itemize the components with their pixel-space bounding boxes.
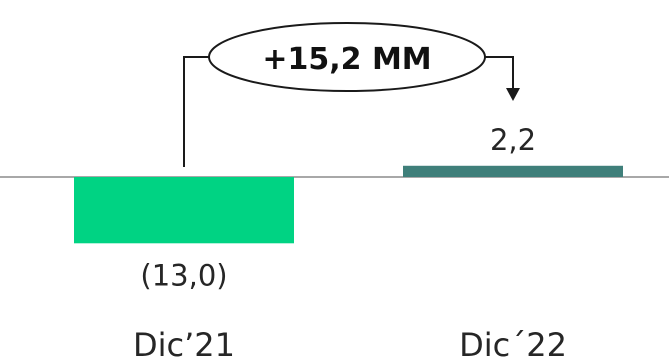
change-arrow-head: [506, 88, 520, 101]
value-label-dic21: (13,0): [140, 258, 227, 292]
bar-dic21: [74, 177, 294, 244]
category-label-dic21: Dic’21: [133, 326, 235, 361]
category-label-dic22: Dic´22: [459, 326, 567, 361]
bar-dic22: [403, 165, 623, 177]
change-badge-label: +15,2 MM: [262, 42, 431, 77]
value-label-dic22: 2,2: [490, 123, 536, 157]
change-badge: [208, 22, 486, 92]
